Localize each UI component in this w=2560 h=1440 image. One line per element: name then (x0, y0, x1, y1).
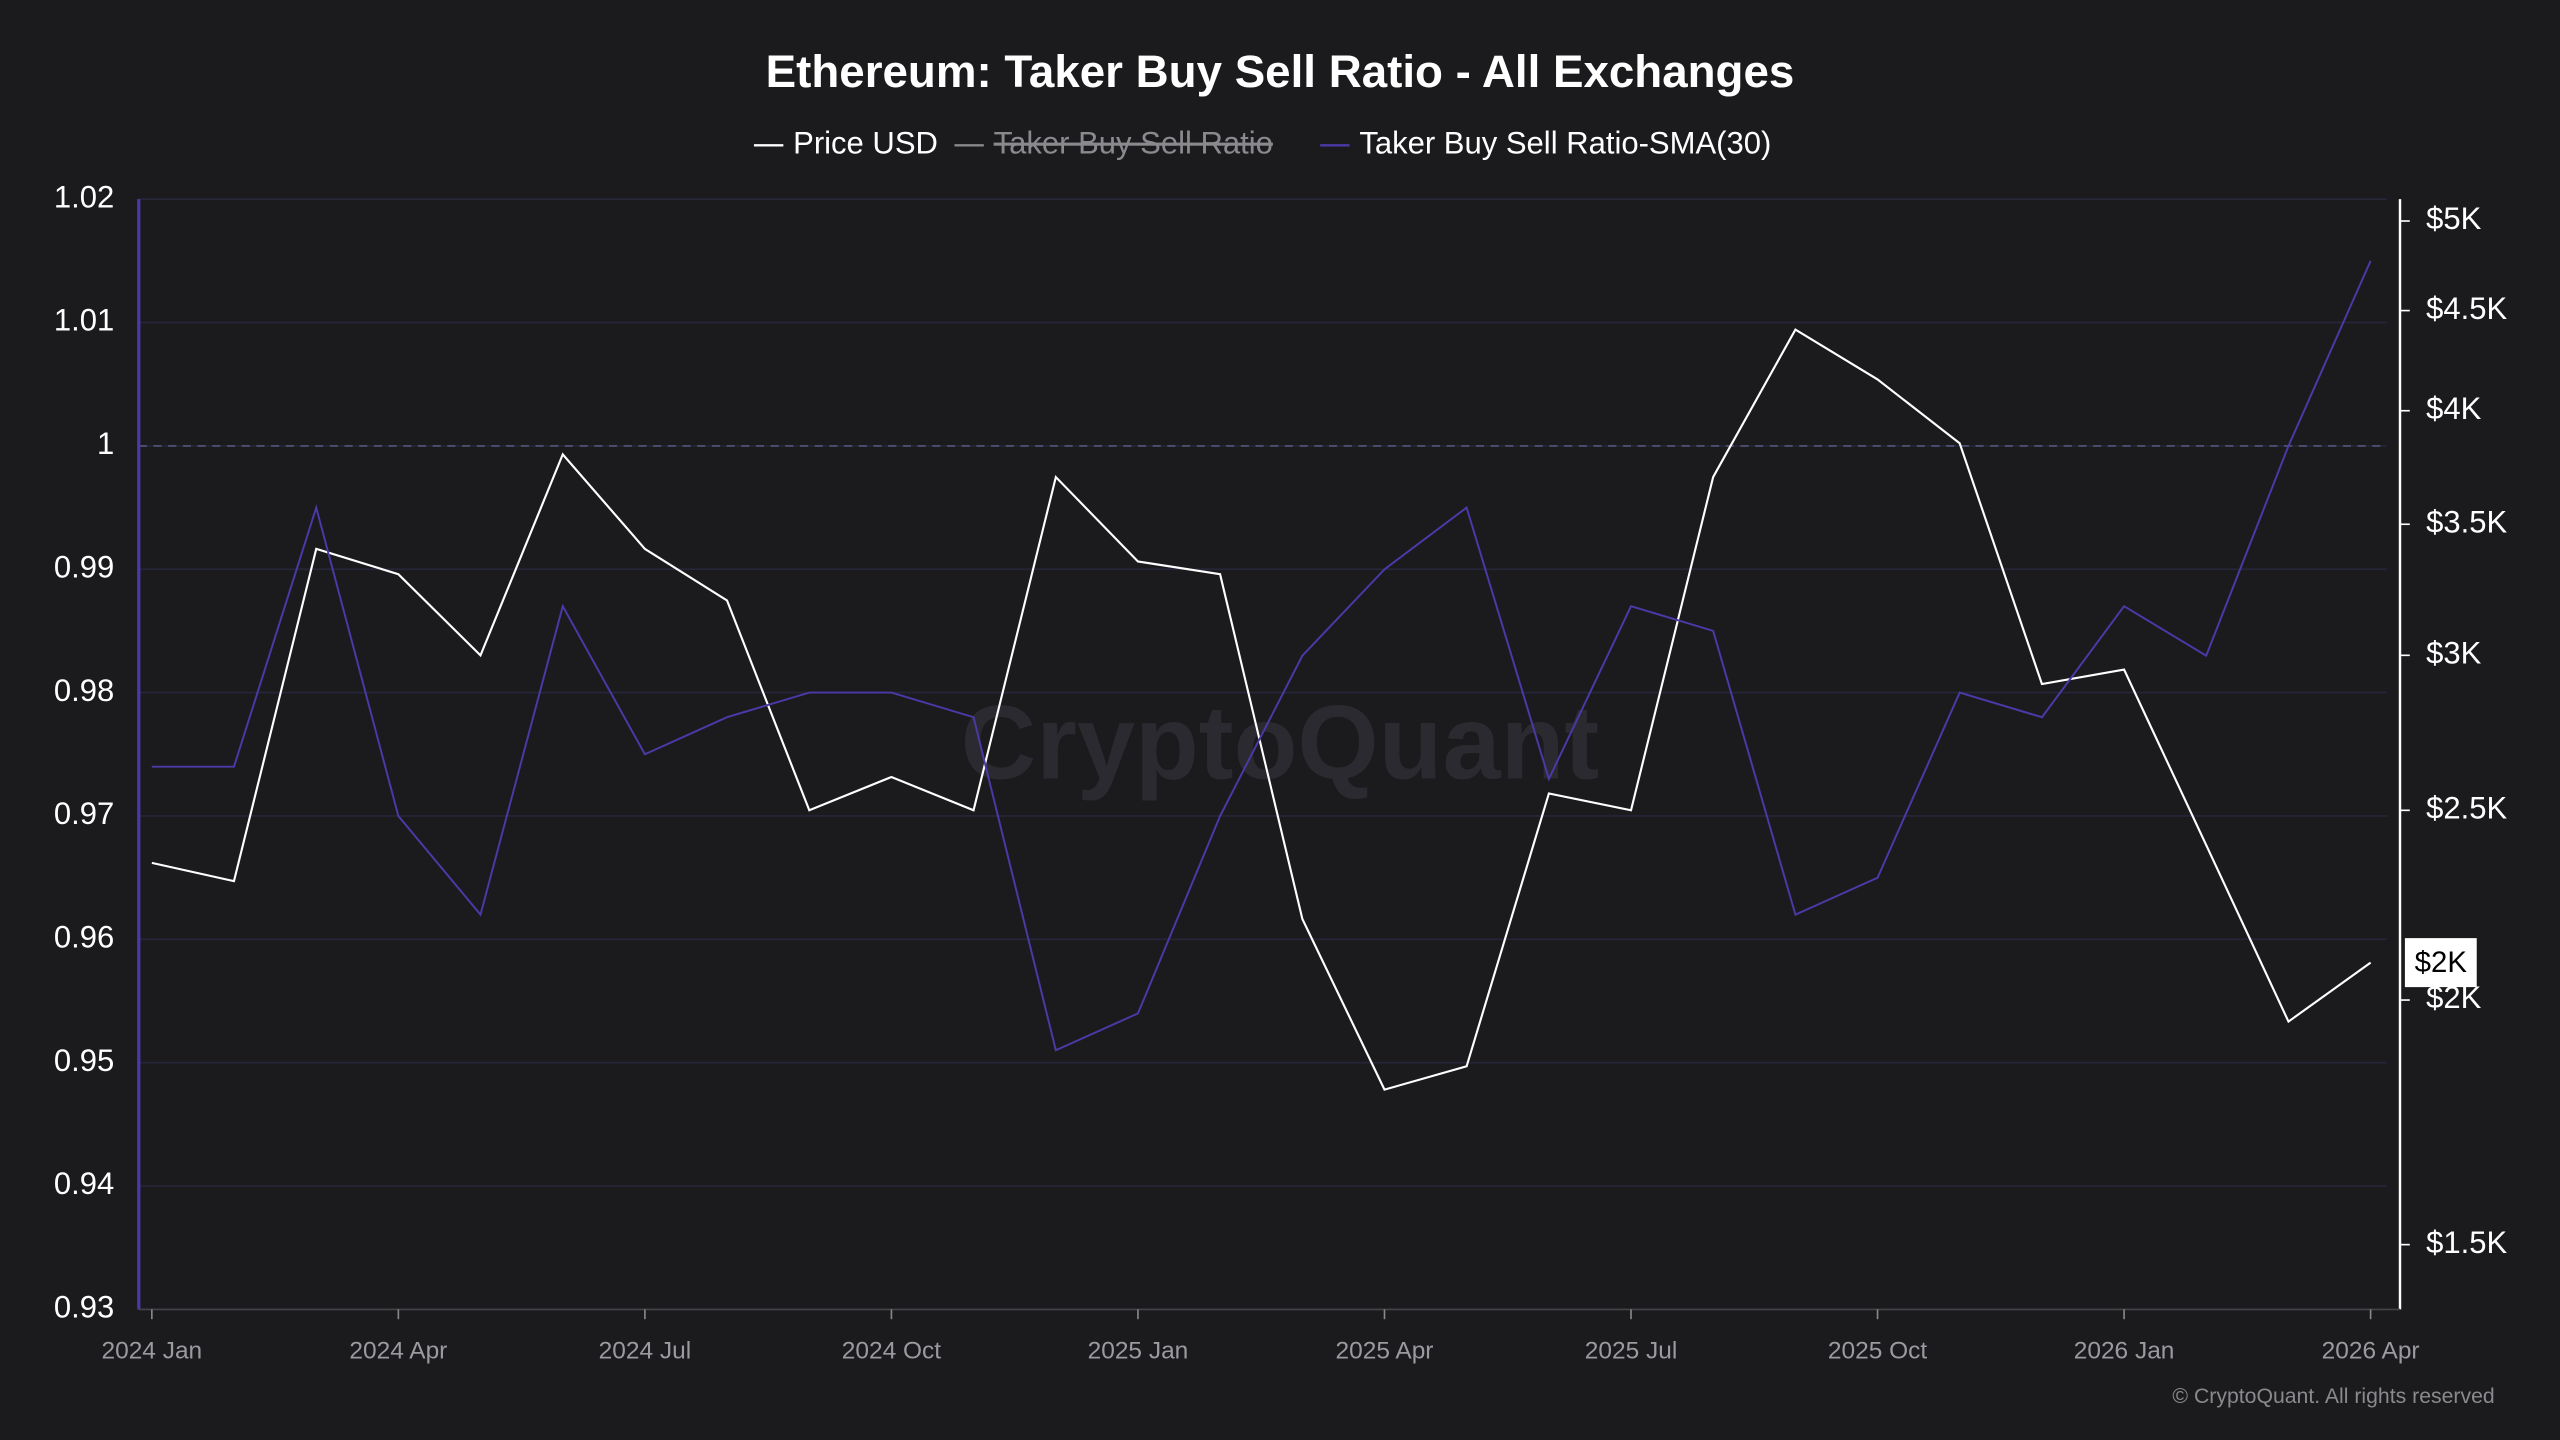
legend: Price USD Taker Buy Sell Ratio Taker Buy S… (753, 125, 1771, 160)
y-tick-label: 1 (97, 426, 114, 461)
y2-tick-label: $4.5K (2426, 291, 2507, 326)
y2-tick-label: $3K (2426, 636, 2481, 671)
sma-line (151, 260, 2372, 1052)
legend-item[interactable]: Taker Buy Sell Ratio (954, 125, 1273, 160)
y-tick-label: 0.95 (54, 1043, 114, 1078)
x-tick-label: 2024 Apr (349, 1337, 447, 1364)
y-tick-label: 1.02 (54, 179, 114, 214)
chart-title: Ethereum: Taker Buy Sell Ratio - All Exc… (766, 46, 1795, 97)
y-tick-label: 0.98 (54, 673, 114, 708)
last-value-label: $2K (2415, 946, 2468, 979)
x-tick-label: 2025 Jan (1088, 1337, 1189, 1364)
y-tick-label: 0.96 (54, 920, 114, 955)
y-tick-label: 0.94 (54, 1166, 114, 1201)
x-tick-label: 2025 Apr (1336, 1337, 1434, 1364)
y-tick-label: 0.93 (54, 1290, 114, 1325)
legend-label: Taker Buy Sell Ratio-SMA(30) (1359, 125, 1771, 160)
watermark: CryptoQuant (961, 685, 1599, 802)
x-tick-label: 2025 Jul (1585, 1337, 1678, 1364)
x-tick-label: 2026 Apr (2322, 1337, 2420, 1364)
legend-label: Taker Buy Sell Ratio (994, 125, 1273, 160)
y2-tick-label: $1.5K (2426, 1225, 2507, 1260)
copyright: © CryptoQuant. All rights reserved (2172, 1385, 2494, 1408)
y2-tick-label: $5K (2426, 201, 2481, 236)
y2-tick-label: $4K (2426, 391, 2481, 426)
x-tick-label: 2024 Jul (599, 1337, 692, 1364)
legend-label: Price USD (793, 125, 938, 160)
x-tick-label: 2024 Oct (842, 1337, 941, 1364)
legend-item[interactable]: Taker Buy Sell Ratio-SMA(30) (1320, 125, 1771, 160)
y2-tick-label: $2.5K (2426, 791, 2507, 826)
price-line (151, 328, 2372, 1091)
y-tick-label: 1.01 (54, 303, 114, 338)
legend-item[interactable]: Price USD (753, 125, 938, 160)
x-tick-label: 2024 Jan (101, 1337, 202, 1364)
y2-tick-label: $3.5K (2426, 504, 2507, 539)
y-tick-label: 0.97 (54, 796, 114, 831)
x-tick-label: 2026 Jan (2074, 1337, 2175, 1364)
y-tick-label: 0.99 (54, 549, 114, 584)
x-tick-label: 2025 Oct (1828, 1337, 1927, 1364)
last-value-box (2404, 938, 2477, 988)
